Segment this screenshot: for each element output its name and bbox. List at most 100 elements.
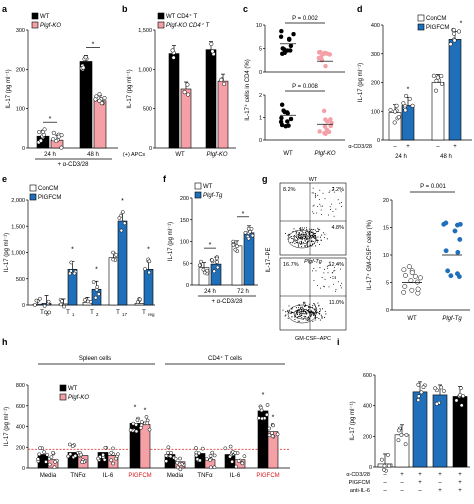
panel-d-dot [396, 115, 401, 120]
panel-g-flow-event [302, 312, 304, 314]
panel-i-dot [387, 463, 392, 468]
panel-i-label: i [337, 337, 340, 347]
panel-g-flow-event [313, 303, 315, 305]
panel-c-dot-wt [291, 31, 296, 37]
panel-a-sig: * [49, 116, 52, 123]
panel-g-flow-event [313, 311, 315, 314]
panel-h-dot [178, 456, 182, 461]
panel-g-flow-event [319, 229, 321, 231]
panel-i-dot [421, 385, 426, 390]
panel-g-flow-event [317, 230, 320, 232]
panel-d-legend-pigf-text: PIGFCM [426, 25, 449, 31]
panel-g-flow-event [311, 192, 313, 194]
panel-b-legend-ko-text: Plgf-KO CD4⁺ T [166, 22, 211, 29]
panel-f-dot [235, 244, 239, 249]
panel-f-legend-wt-text: WT [203, 184, 213, 190]
panel-h-dot [194, 450, 199, 455]
panel-e-sig: * [95, 266, 98, 273]
panel-h-dot [275, 432, 280, 437]
panel-h-dot [236, 459, 241, 463]
panel-g-flow-event [307, 319, 309, 321]
panel-g-flow-event [287, 234, 289, 236]
panel-e-dot [147, 259, 152, 264]
panel-i-row-value: – [418, 488, 422, 494]
panel-g-flow-event [326, 265, 328, 267]
panel-g-flow-event [315, 307, 318, 309]
panel-g-flow-event [304, 302, 306, 304]
panel-h-dot [166, 445, 171, 450]
panel-g-flow-event [321, 315, 323, 317]
panel-g-flow-event [303, 303, 305, 305]
panel-g-flow-event [315, 308, 317, 310]
panel-g-flow-event [296, 230, 298, 233]
panel-f-sig: * [242, 211, 245, 218]
panel-g-flow-event [335, 208, 337, 210]
panel-g-flow-event [314, 236, 316, 238]
panel-g-flow-plot [279, 257, 347, 331]
panel-h-dot [111, 461, 115, 466]
panel-d-row-value: + [406, 144, 410, 150]
panel-g-flow-event [308, 317, 310, 320]
panel-f-legend-tg-text: Plgf-Tg [203, 193, 223, 199]
panel-g-flow-event [300, 237, 302, 240]
panel-f-dot [212, 269, 217, 274]
panel-e-dot [69, 260, 74, 265]
panel-h-dot [267, 426, 272, 431]
panel-i-dot [433, 386, 438, 391]
panel-i-bar [412, 391, 428, 468]
panel-g-flow-event [318, 243, 321, 246]
panel-e-dot [117, 216, 122, 220]
panel-h-xlabel: PIGFCM [128, 473, 151, 479]
panel-a-dot [56, 134, 61, 139]
panel-c-lower-ytick-label: 1 [259, 116, 262, 122]
panel-g-flow-event [312, 205, 314, 207]
panel-c-dot-wt [279, 122, 285, 128]
panel-h-dot [134, 429, 139, 434]
panel-h-dot [128, 428, 133, 432]
panel-h-dot [42, 450, 47, 454]
panel-c-dot-wt [281, 47, 287, 52]
panel-e-dot [86, 299, 90, 304]
panel-b-ytick-label: 0 [149, 146, 152, 152]
panel-g-flow-event [305, 231, 307, 233]
panel-g-flow-event [300, 230, 302, 232]
panel-c-dot-ko [317, 129, 322, 134]
panel-g-flow-event [295, 233, 297, 235]
panel-i-dot [396, 428, 401, 433]
panel-e-sig: * [71, 246, 74, 253]
panel-f-legend-tg-swatch [194, 191, 202, 199]
panel-a-dot [97, 98, 102, 103]
panel-g-flow-event [319, 203, 321, 205]
panel-h-dot [270, 431, 274, 435]
panel-g-flow-event [299, 307, 301, 310]
panel-g-flow-event [316, 285, 318, 287]
panel-g-flow-event [313, 280, 315, 282]
panel-h-ytick-label: 600 [16, 404, 25, 410]
panel-d-xlabel: 48 h [440, 154, 452, 160]
panel-d-dot [435, 75, 440, 80]
panel-g-flow-event [313, 232, 315, 235]
panel-b-dot [210, 49, 215, 54]
panel-a-label: a [2, 4, 8, 14]
panel-i-row-value: + [458, 488, 462, 494]
panel-g-dot-wt [402, 272, 408, 278]
panel-g-flow-event [318, 312, 320, 314]
panel-g-flow-event [295, 315, 297, 317]
panel-a-xlabel: 48 h [87, 152, 99, 158]
panel-c-dot-wt [279, 28, 284, 34]
panel-g-flow-event [340, 191, 342, 193]
panel-g-flow-event [314, 314, 316, 317]
panel-g-flow-event [339, 202, 341, 204]
panel-c-dot-ko [323, 131, 328, 136]
panel-g-flow-event [319, 189, 321, 191]
panel-e-dot [111, 257, 115, 262]
panel-c-dot-wt [279, 102, 285, 107]
panel-d-sig: * [407, 87, 410, 94]
panel-a-ytick-label: 100 [16, 107, 25, 113]
panel-d-dot [456, 29, 462, 34]
panel-h-dot [131, 421, 136, 426]
panel-h-dot [260, 416, 264, 421]
panel-e-legend-con-text: ConCM [38, 186, 58, 192]
panel-g-flow-event [314, 305, 316, 308]
